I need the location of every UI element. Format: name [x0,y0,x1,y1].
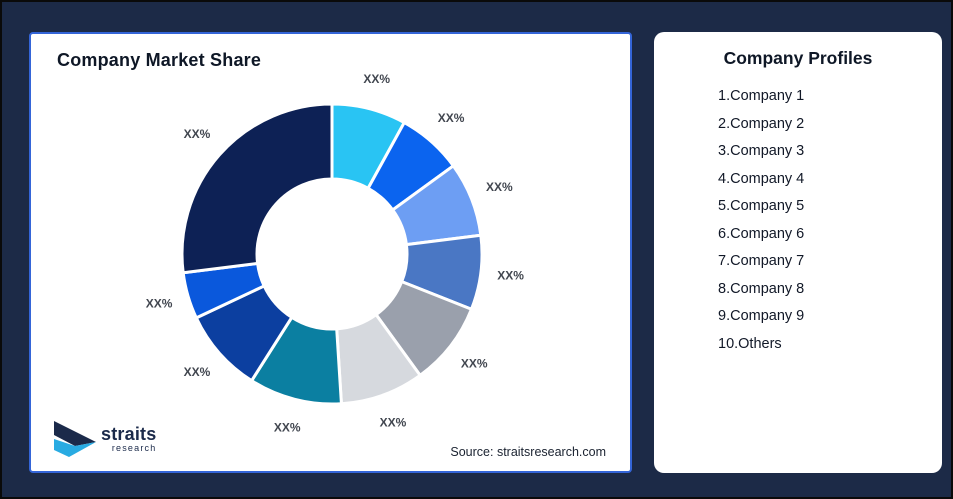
segment-label: XX% [486,180,513,194]
source-attribution: Source: straitsresearch.com [450,445,606,459]
straits-logo-icon [54,421,96,457]
logo-subtitle: research [111,443,157,453]
company-list-item: 6.Company 6 [718,225,805,242]
company-profiles-card: Company Profiles 1.Company 1 2.Company 2… [654,32,942,473]
company-list-item: 7.Company 7 [718,253,805,269]
segment-label: XX% [184,127,211,141]
company-list-item: 5.Company 5 [718,198,805,214]
segment-label: XX% [184,365,211,379]
logo-name: straits [101,424,157,444]
company-list-item: 3.Company 3 [718,143,805,159]
chart-title: Company Market Share [57,50,262,70]
company-list-item: 1.Company 1 [718,88,805,104]
company-list-item: 8.Company 8 [718,280,805,297]
company-list-item: 9.Company 9 [718,308,805,324]
market-share-card: Company Market Share XX% XX% XX% XX% XX% XX% X… [29,32,632,473]
logo-text: straits research [101,425,156,453]
segment-label: XX% [380,416,407,430]
company-list-item: 4.Company 4 [718,170,805,187]
profiles-title: Company Profiles [723,48,873,68]
segment-label: XX% [461,356,488,370]
segment-label: XX% [438,111,465,125]
company-list-item: 2.Company 2 [718,115,805,132]
segment-label: XX% [363,72,390,86]
company-list-item: 10.Others [718,335,782,352]
donut-segment-others[interactable] [180,102,334,275]
segment-label: XX% [274,421,301,435]
segment-label: XX% [497,269,524,283]
market-share-donut-chart: XX% XX% XX% XX% XX% XX% XX% XX% XX% XX% [146,72,524,435]
straits-research-logo: straits research [53,419,156,459]
company-list: 1.Company 1 2.Company 2 3.Company 3 4.Co… [654,83,942,358]
segment-label: XX% [146,296,173,310]
